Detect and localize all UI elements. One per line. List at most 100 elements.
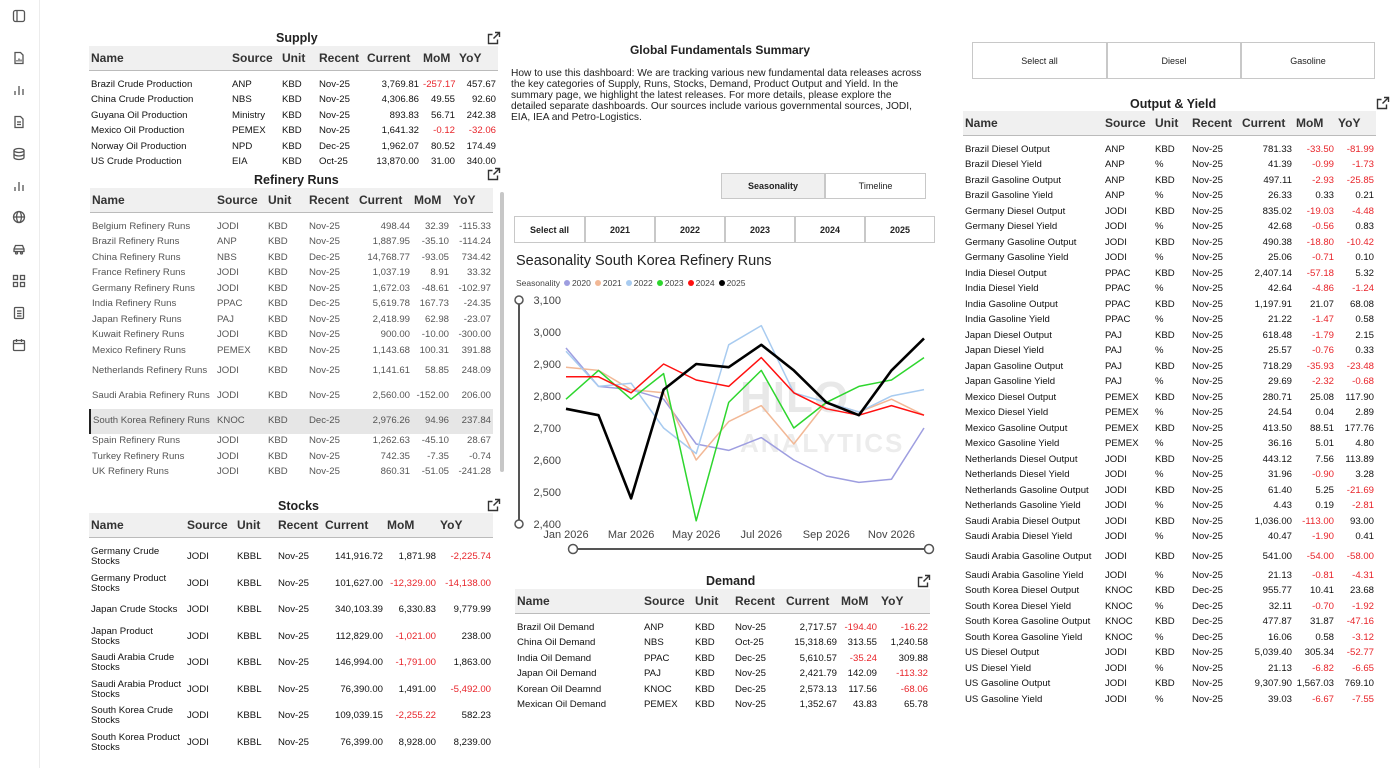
sidebar-toggle-icon[interactable] <box>11 8 27 24</box>
table-row[interactable]: Brazil Crude Production ANP KBD Nov-25 3,769… <box>89 77 498 93</box>
table-row[interactable]: Japan Product Stocks JODI KBBL Nov-25 112,82… <box>89 624 493 651</box>
table-row[interactable]: Japan Gasoline Yield PAJ% Nov-25 29.69 -2.32… <box>963 375 1376 391</box>
table-row[interactable]: South Korea Gasoline Output KNOC KBD Dec-25… <box>963 615 1376 631</box>
column-header[interactable]: Current <box>1240 111 1294 136</box>
column-header[interactable]: Current <box>357 188 412 213</box>
column-header[interactable]: Current <box>365 46 421 71</box>
grid-icon[interactable] <box>11 273 27 289</box>
table-row[interactable]: Japan Gasoline Output PAJ KBD Nov-25 718.29 -… <box>963 359 1376 375</box>
table-row[interactable]: Kuwait Refinery Runs JODI KBD Nov-25 900.00-… <box>90 328 493 344</box>
table-row[interactable]: Mexico Gasoline Output PEMEX KBD Nov-25 413.… <box>963 421 1376 437</box>
table-row[interactable]: US Diesel Output JODI KBD Nov-25 5,039.40 305… <box>963 646 1376 662</box>
table-row[interactable]: Brazil Gasoline Yield ANP% Nov-25 26.33 0.33… <box>963 189 1376 205</box>
expand-icon[interactable] <box>917 574 931 588</box>
x-range-slider-handle[interactable] <box>923 543 935 555</box>
year-2025-button[interactable]: 2025 <box>865 216 935 243</box>
table-row[interactable]: Mexico Diesel Output PEMEX KBD Nov-25 280.71… <box>963 390 1376 406</box>
year-2021-button[interactable]: 2021 <box>585 216 655 243</box>
car-icon[interactable] <box>11 241 27 257</box>
table-row[interactable]: Brazil Refinery Runs ANP KBD Nov-25 1,887.95… <box>90 235 493 251</box>
column-header[interactable]: Recent <box>733 589 784 614</box>
table-row[interactable]: South Korea Gasoline Yield KNOC% Dec-25 16.… <box>963 630 1376 646</box>
table-row[interactable]: Korean Oil Deamnd KNOC KBD Dec-25 2,573.13 11… <box>515 682 930 698</box>
table-row[interactable]: Saudi Arabia Diesel Yield JODI% Nov-25 40.4… <box>963 530 1376 546</box>
year-select-all-button[interactable]: Select all <box>514 216 585 243</box>
table-row[interactable]: Saudi Arabia Gasoline Yield JODI% Nov-25 21… <box>963 568 1376 584</box>
expand-icon[interactable] <box>487 167 501 181</box>
table-row[interactable]: US Gasoline Output JODI KBD Nov-25 9,307.90 1… <box>963 677 1376 693</box>
table-row[interactable]: Saudi Arabia Gasoline Output JODI KBD Nov-2… <box>963 545 1376 568</box>
table-row[interactable]: South Korea Crude Stocks JODI KBBL Nov-25 10… <box>89 703 493 730</box>
table-row[interactable]: US Diesel Yield JODI% Nov-25 21.13 -6.82 -6.6… <box>963 661 1376 677</box>
table-row[interactable]: Germany Product Stocks JODI KBBL Nov-25 101,… <box>89 571 493 598</box>
table-row[interactable]: Saudi Arabia Crude Stocks JODI KBBL Nov-25 1… <box>89 650 493 677</box>
column-header[interactable]: MoM <box>839 589 879 614</box>
table-row[interactable]: India Diesel Yield PPAC% Nov-25 42.64 -4.86 -… <box>963 282 1376 298</box>
table-row[interactable]: China Oil Demand NBS KBD Oct-25 15,318.69 313… <box>515 636 930 652</box>
table-row[interactable]: Germany Diesel Output JODI KBD Nov-25 835.02… <box>963 204 1376 220</box>
table-row[interactable]: Netherlands Refinery Runs JODI KBD Nov-25 1,… <box>90 359 493 384</box>
column-header[interactable]: Name <box>963 111 1103 136</box>
column-header[interactable]: YoY <box>451 188 493 213</box>
product-select-all-button[interactable]: Select all <box>972 42 1107 79</box>
column-header[interactable]: Unit <box>693 589 733 614</box>
product-gasoline-button[interactable]: Gasoline <box>1241 42 1375 79</box>
column-header[interactable]: YoY <box>438 513 493 538</box>
table-row[interactable]: Saudi Arabia Product Stocks JODI KBBL Nov-2… <box>89 677 493 704</box>
column-header[interactable]: Current <box>323 513 385 538</box>
list-document-icon[interactable] <box>11 305 27 321</box>
legend-item[interactable]: 2021 <box>594 278 622 288</box>
bar-chart-icon[interactable] <box>11 178 27 194</box>
legend-item[interactable]: 2024 <box>687 278 715 288</box>
table-row[interactable]: India Oil Demand PPAC KBD Dec-25 5,610.57 -35… <box>515 651 930 667</box>
document-icon[interactable] <box>11 50 27 66</box>
globe-icon[interactable] <box>11 209 27 225</box>
table-row[interactable]: Japan Diesel Yield PAJ% Nov-25 25.57 -0.76 0.… <box>963 344 1376 360</box>
legend-item[interactable]: 2020 <box>563 278 591 288</box>
product-diesel-button[interactable]: Diesel <box>1107 42 1241 79</box>
column-header[interactable]: Recent <box>317 46 365 71</box>
column-header[interactable]: YoY <box>457 46 498 71</box>
column-header[interactable]: Current <box>784 589 839 614</box>
column-header[interactable]: MoM <box>385 513 438 538</box>
table-row[interactable]: Germany Crude Stocks JODI KBBL Nov-25 141,91… <box>89 544 493 571</box>
column-header[interactable]: Name <box>89 513 185 538</box>
column-header[interactable]: MoM <box>1294 111 1336 136</box>
table-row[interactable]: South Korea Diesel Output KNOC KBD Dec-25 95… <box>963 584 1376 600</box>
legend-item[interactable]: 2023 <box>656 278 684 288</box>
bar-chart-icon[interactable] <box>11 82 27 98</box>
column-header[interactable]: Name <box>515 589 642 614</box>
legend-item[interactable]: 2022 <box>625 278 653 288</box>
table-row[interactable]: UK Refinery Runs JODI KBD Nov-25 860.31 -51.0… <box>90 465 493 481</box>
column-header[interactable]: YoY <box>1336 111 1376 136</box>
column-header[interactable]: Name <box>90 188 215 213</box>
column-header[interactable]: YoY <box>879 589 930 614</box>
column-header[interactable]: Unit <box>266 188 307 213</box>
table-row[interactable]: Mexico Refinery Runs PEMEX KBD Nov-25 1,143.… <box>90 343 493 359</box>
table-row[interactable]: South Korea Product Stocks JODI KBBL Nov-25… <box>89 730 493 757</box>
table-row[interactable]: Netherlands Gasoline Output JODI KBD Nov-25… <box>963 483 1376 499</box>
table-row[interactable]: Saudi Arabia Diesel Output JODI KBD Nov-25 1… <box>963 514 1376 530</box>
table-row[interactable]: Mexico Oil Production PEMEX KBD Nov-25 1,641… <box>89 124 498 140</box>
table-row[interactable]: Brazil Gasoline Output ANP KBD Nov-25 497.11… <box>963 173 1376 189</box>
table-row[interactable]: US Gasoline Yield JODI% Nov-25 39.03 -6.67 -7… <box>963 692 1376 708</box>
table-row[interactable]: Germany Refinery Runs JODI KBD Nov-25 1,672.… <box>90 281 493 297</box>
table-row[interactable]: Belgium Refinery Runs JODI KBD Nov-25 498.44… <box>90 219 493 235</box>
table-row[interactable]: Germany Diesel Yield JODI% Nov-25 42.68 -0.5… <box>963 220 1376 236</box>
x-range-slider-handle[interactable] <box>567 543 579 555</box>
file-icon[interactable] <box>11 114 27 130</box>
calendar-icon[interactable] <box>11 337 27 353</box>
column-header[interactable]: Recent <box>276 513 323 538</box>
table-row[interactable]: Mexico Gasoline Yield PEMEX% Nov-25 36.16 5.… <box>963 437 1376 453</box>
column-header[interactable]: Source <box>642 589 693 614</box>
table-row[interactable]: South Korea Refinery Runs KNOC KBD Dec-25 2,… <box>89 408 493 434</box>
table-row[interactable]: China Refinery Runs NBS KBD Dec-25 14,768.77… <box>90 250 493 266</box>
table-row[interactable]: China Crude Production NBS KBD Nov-25 4,306.… <box>89 93 498 109</box>
table-row[interactable]: Spain Refinery Runs JODI KBD Nov-25 1,262.63… <box>90 434 493 450</box>
table-row[interactable]: Germany Gasoline Yield JODI% Nov-25 25.06 -0… <box>963 251 1376 267</box>
database-icon[interactable] <box>11 146 27 162</box>
year-2023-button[interactable]: 2023 <box>725 216 795 243</box>
table-row[interactable]: Brazil Oil Demand ANP KBD Nov-25 2,717.57 -19… <box>515 620 930 636</box>
expand-icon[interactable] <box>487 498 501 512</box>
table-row[interactable]: Netherlands Diesel Output JODI KBD Nov-25 44… <box>963 452 1376 468</box>
